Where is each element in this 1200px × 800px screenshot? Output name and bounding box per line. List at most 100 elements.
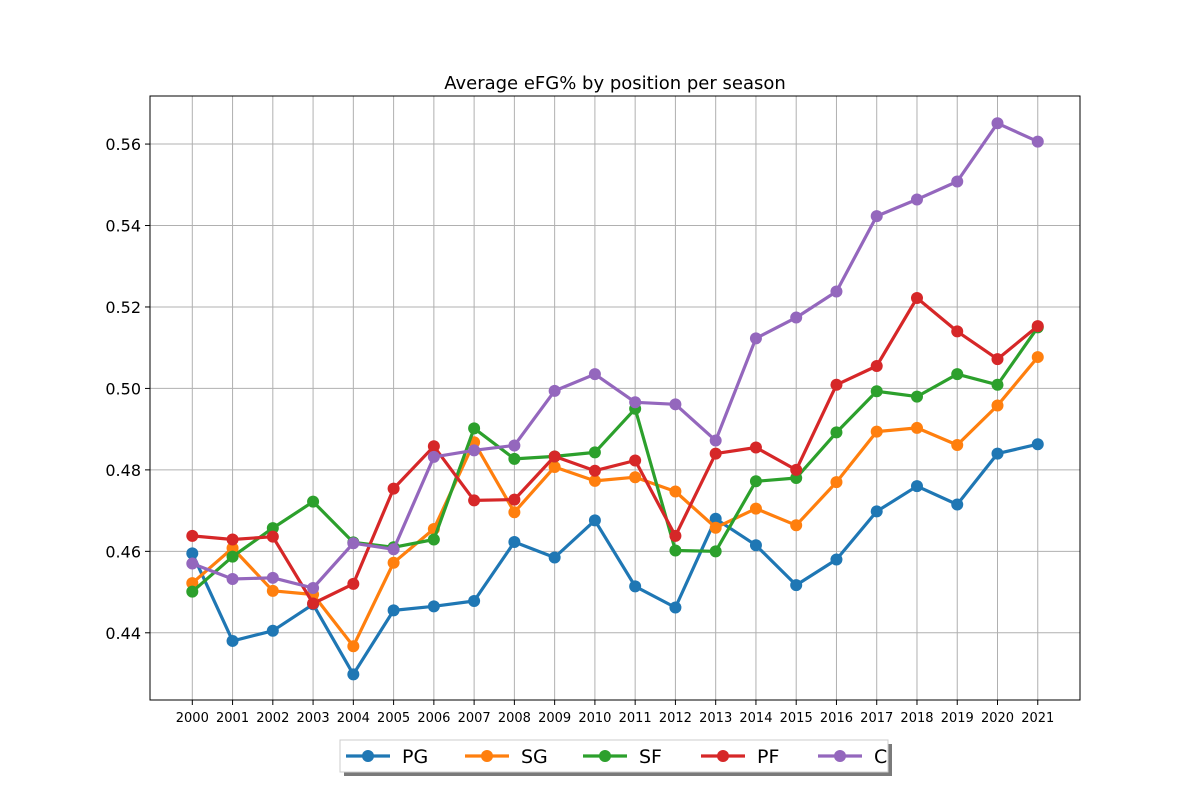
data-point <box>629 454 642 467</box>
data-point <box>910 193 923 206</box>
data-point <box>709 434 722 447</box>
x-axis: 2000 2001 2002 2003 2004 2005 2006 2007 2008 2009… <box>176 700 1054 726</box>
data-point <box>427 450 440 463</box>
data-point <box>508 535 521 548</box>
x-tick-label: 2006 <box>417 711 450 726</box>
data-point <box>669 601 682 614</box>
data-point <box>790 579 803 592</box>
x-tick-label: 2008 <box>498 711 531 726</box>
data-point <box>709 545 722 558</box>
chart-title: Average eFG% by position per season <box>444 73 786 94</box>
legend-marker <box>481 750 493 762</box>
data-point <box>669 398 682 411</box>
x-tick-label: 2020 <box>981 711 1014 726</box>
data-point <box>427 533 440 546</box>
x-tick-label: 2000 <box>176 711 209 726</box>
data-point <box>870 385 883 398</box>
data-point <box>910 480 923 493</box>
data-point <box>427 600 440 613</box>
data-point <box>1031 438 1044 451</box>
x-tick-label: 2015 <box>780 711 813 726</box>
data-point <box>629 580 642 593</box>
data-point <box>951 368 964 381</box>
data-point <box>186 547 199 560</box>
data-point <box>186 585 199 598</box>
data-point <box>629 396 642 409</box>
data-point <box>790 311 803 324</box>
data-point <box>468 444 481 457</box>
data-point <box>629 471 642 484</box>
data-point <box>387 556 400 569</box>
data-point <box>910 390 923 403</box>
legend-entry-sg: SG <box>465 746 548 768</box>
legend: PG SG SF PF C <box>339 739 892 776</box>
data-point <box>387 482 400 495</box>
data-point <box>1031 135 1044 148</box>
data-point <box>870 360 883 373</box>
legend-label: PG <box>402 746 428 768</box>
data-point <box>548 461 561 474</box>
x-tick-label: 2021 <box>1021 711 1054 726</box>
data-point <box>870 425 883 438</box>
data-point <box>307 581 320 594</box>
data-point <box>749 441 762 454</box>
data-point <box>468 494 481 507</box>
data-point <box>1031 320 1044 333</box>
x-tick-label: 2018 <box>900 711 933 726</box>
data-point <box>347 640 360 653</box>
data-point <box>951 498 964 511</box>
data-point <box>830 285 843 298</box>
series-line <box>191 326 1040 593</box>
data-point <box>951 439 964 452</box>
data-point <box>347 668 360 681</box>
legend-label: PF <box>757 746 779 768</box>
data-point <box>991 353 1004 366</box>
y-tick-label: 0.44 <box>105 624 141 643</box>
legend-marker <box>362 750 374 762</box>
data-point <box>749 539 762 552</box>
data-point <box>588 464 601 477</box>
data-point <box>669 485 682 498</box>
y-tick-label: 0.54 <box>105 217 141 236</box>
data-point <box>830 476 843 489</box>
data-point <box>870 505 883 518</box>
x-tick-label: 2003 <box>297 711 330 726</box>
data-point <box>790 519 803 532</box>
x-tick-label: 2010 <box>578 711 611 726</box>
data-point <box>266 522 279 535</box>
legend-entry-sf: SF <box>583 746 662 768</box>
data-point <box>548 384 561 397</box>
data-point <box>508 493 521 506</box>
data-point <box>307 495 320 508</box>
data-point <box>870 210 883 223</box>
x-tick-label: 2012 <box>659 711 692 726</box>
data-point <box>790 463 803 476</box>
data-point <box>347 537 360 550</box>
x-tick-label: 2014 <box>739 711 772 726</box>
series-line <box>191 356 1040 648</box>
data-point <box>991 399 1004 412</box>
y-axis: 0.44 0.46 0.48 0.50 0.52 0.54 0.56 <box>105 135 150 643</box>
x-tick-label: 2011 <box>619 711 652 726</box>
data-point <box>508 452 521 465</box>
x-tick-label: 2001 <box>216 711 249 726</box>
grid <box>150 96 1080 700</box>
data-point <box>226 533 239 546</box>
data-point <box>266 624 279 637</box>
data-point <box>468 422 481 435</box>
data-point <box>588 474 601 487</box>
data-point <box>669 544 682 557</box>
data-point <box>709 521 722 534</box>
data-point <box>266 530 279 543</box>
plot-frame <box>149 95 1081 701</box>
data-point <box>508 439 521 452</box>
data-point <box>709 447 722 460</box>
series-line <box>190 442 1039 676</box>
series-line <box>191 121 1039 590</box>
data-point <box>226 550 239 563</box>
data-point <box>991 117 1004 130</box>
x-tick-label: 2013 <box>699 711 732 726</box>
y-tick-label: 0.48 <box>105 461 141 480</box>
series-c <box>186 117 1044 594</box>
